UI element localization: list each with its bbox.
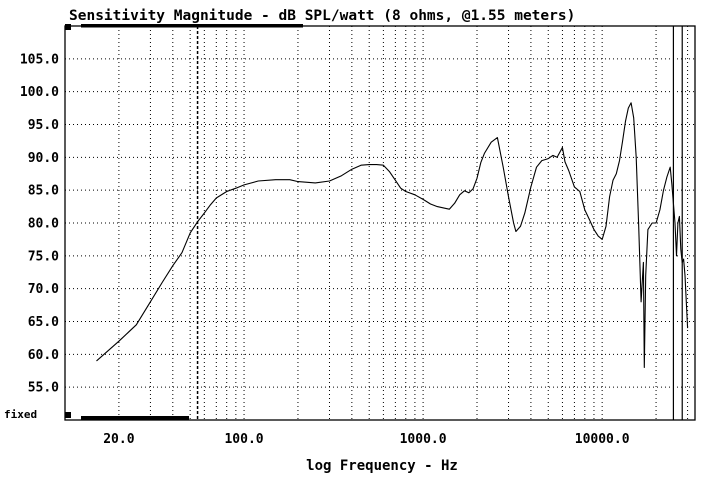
top-range-bar: [81, 24, 303, 28]
x-tick-label: 100.0: [224, 432, 263, 447]
plot-frame: [64, 24, 696, 421]
y-tick-label: 70.0: [28, 282, 59, 297]
y-tick-label: 100.0: [20, 85, 59, 100]
x-tick-label: 20.0: [103, 432, 134, 447]
grid: [65, 26, 695, 420]
chart-title: Sensitivity Magnitude - dB SPL/watt (8 o…: [69, 8, 575, 24]
x-tick-label: 1000.0: [400, 432, 447, 447]
y-tick-label: 65.0: [28, 315, 59, 330]
y-tick-label: 85.0: [28, 184, 59, 199]
bottom-left-handle: [65, 412, 71, 418]
y-tick-label: 90.0: [28, 151, 59, 166]
y-tick-labels: 55.0 60.0 65.0 70.0 75.0 80.0 85.0 90.0 95.0 100.…: [20, 52, 59, 395]
top-left-handle: [65, 24, 71, 30]
y-tick-label: 105.0: [20, 52, 59, 67]
bottom-range-bar: [81, 416, 189, 420]
plot-border: [64, 25, 696, 421]
y-tick-label: 55.0: [28, 381, 59, 396]
x-tick-labels: 20.0 100.0 1000.0 10000.0: [103, 432, 629, 447]
series-line-1: [96, 102, 689, 369]
x-axis-label: log Frequency - Hz: [306, 458, 458, 474]
y-tick-label: 60.0: [28, 348, 59, 363]
y-tick-label: 95.0: [28, 118, 59, 133]
y-tick-label: 80.0: [28, 217, 59, 232]
series-layer: [96, 102, 689, 369]
y-tick-label: 75.0: [28, 249, 59, 264]
frequency-markers: [196, 26, 683, 420]
x-tick-label: 10000.0: [575, 432, 630, 447]
fixed-label: fixed: [4, 408, 37, 421]
